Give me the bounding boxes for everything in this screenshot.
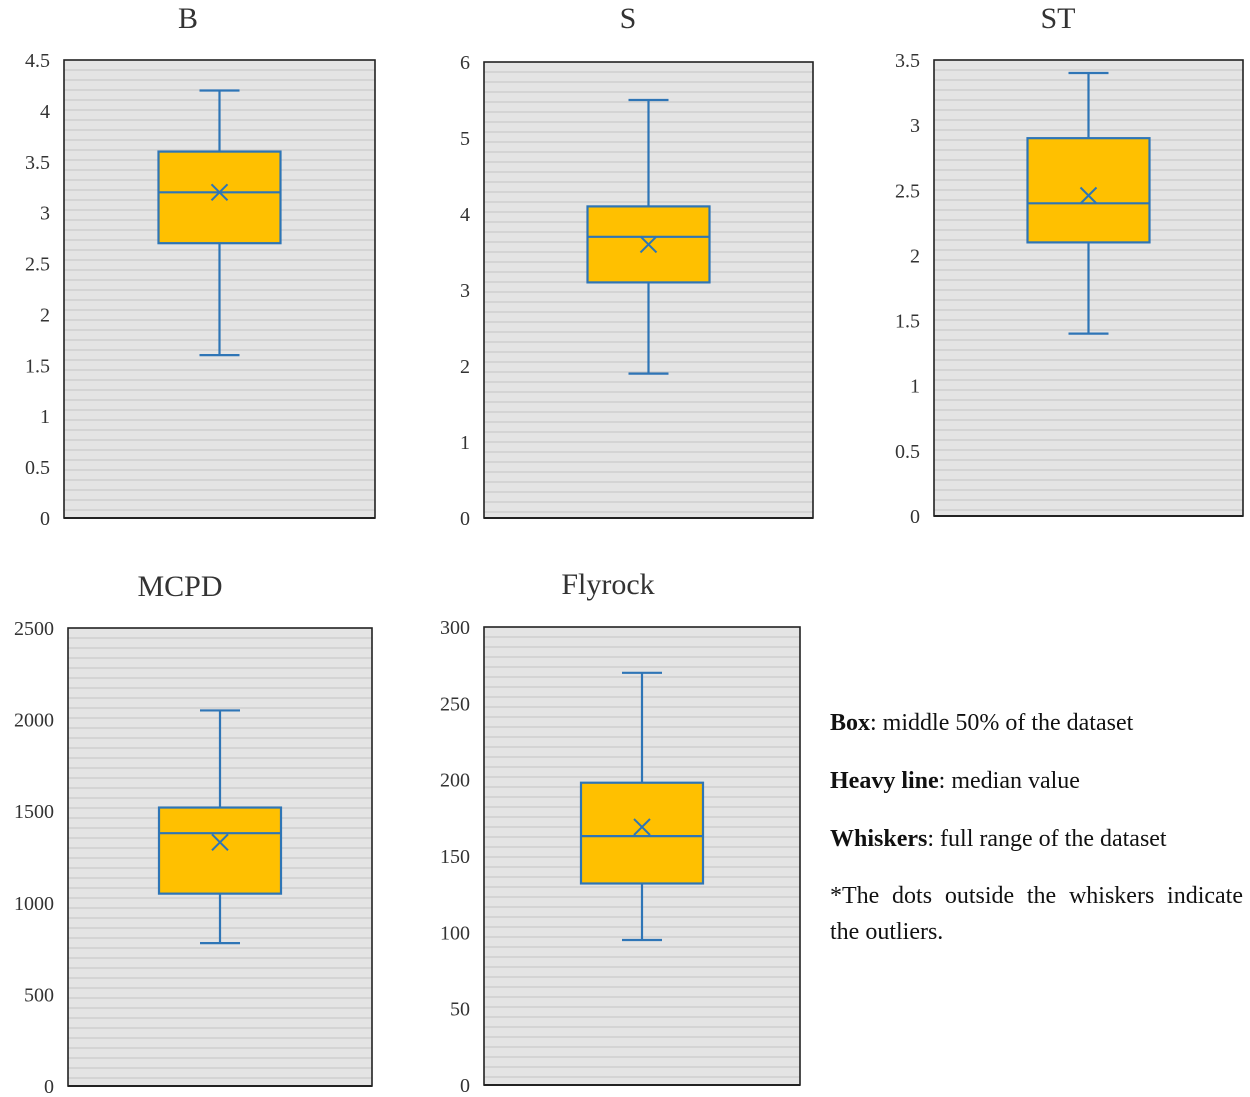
y-tick-label-mcpd: 1000 (14, 893, 54, 915)
y-tick-label-s: 6 (460, 52, 470, 74)
mean-marker-mcpd (211, 833, 229, 852)
y-tick-label-mcpd: 2500 (14, 618, 54, 640)
chart-title-flyrock: Flyrock (561, 568, 654, 601)
chart-b: B 0 0.5 1 1.5 2 2.5 3 3.5 4 4.5 (25, 2, 376, 530)
legend-median-text: : median value (938, 768, 1080, 794)
iqr-box-b (157, 150, 282, 245)
y-tick-label-b: 2 (40, 304, 50, 326)
legend-median-term: Heavy line (830, 768, 939, 794)
y-tick-label-st: 1 (910, 376, 920, 398)
mean-marker-stroke (639, 235, 658, 254)
mean-marker-stroke (1079, 186, 1098, 205)
y-tick-label-b: 0 (40, 508, 50, 530)
chart-s: S 0 1 2 3 4 5 6 (460, 2, 814, 530)
y-tick-label-b: 0.5 (25, 457, 50, 479)
mean-marker-st (1079, 186, 1098, 205)
y-tick-label-flyrock: 100 (440, 922, 470, 944)
y-tick-label-b: 4 (40, 101, 50, 123)
iqr-box-st (1026, 137, 1151, 244)
y-tick-label-b: 4.5 (25, 50, 50, 72)
y-tick-label-st: 2 (910, 245, 920, 267)
y-tick-label-st: 1.5 (895, 311, 920, 333)
chart-mcpd: MCPD 0 500 1000 1500 2000 2500 (14, 570, 373, 1097)
y-tick-label-s: 0 (460, 508, 470, 530)
iqr-box-flyrock (579, 781, 705, 885)
y-tick-label-flyrock: 200 (440, 770, 470, 792)
legend-whiskers-term: Whiskers (830, 826, 928, 852)
y-tick-label-b: 1 (40, 406, 50, 428)
mean-marker-stroke (211, 833, 229, 852)
legend-box-term: Box (830, 710, 871, 736)
chart-title-mcpd: MCPD (137, 570, 222, 603)
chart-title-st: ST (1040, 2, 1075, 35)
legend-median-row: Heavy line: median value (830, 768, 1243, 795)
iqr-box-mcpd (157, 806, 283, 895)
legend-outlier-note: *The dots outside the whiskers indicate … (830, 883, 1243, 945)
y-tick-label-flyrock: 250 (440, 693, 470, 715)
chart-flyrock: Flyrock 0 50 100 150 200 250 300 (440, 568, 801, 1097)
legend: Box: middle 50% of the dataset Heavy lin… (830, 710, 1243, 950)
y-tick-label-mcpd: 2000 (14, 710, 54, 732)
legend-box-row: Box: middle 50% of the dataset (830, 710, 1243, 737)
chart-title-b: B (178, 2, 198, 35)
chart-st: ST 0 0.5 1 1.5 2 2.5 3 3.5 (895, 2, 1244, 528)
y-tick-label-b: 3.5 (25, 152, 50, 174)
y-tick-label-flyrock: 300 (440, 617, 470, 639)
y-tick-label-s: 2 (460, 356, 470, 378)
mean-marker-stroke (633, 818, 651, 836)
y-tick-label-st: 3.5 (895, 50, 920, 72)
y-tick-label-s: 4 (460, 204, 470, 226)
chart-title-s: S (620, 2, 637, 35)
y-tick-label-b: 2.5 (25, 254, 50, 276)
y-tick-label-b: 1.5 (25, 355, 50, 377)
y-tick-label-st: 3 (910, 115, 920, 137)
y-tick-label-st: 0 (910, 506, 920, 528)
mean-marker-s (639, 235, 658, 254)
y-tick-label-s: 3 (460, 280, 470, 302)
y-tick-label-s: 1 (460, 432, 470, 454)
mean-marker-b (210, 183, 229, 202)
y-tick-label-s: 5 (460, 128, 470, 150)
legend-whiskers-row: Whiskers: full range of the dataset (830, 826, 1243, 853)
y-tick-label-flyrock: 0 (460, 1075, 470, 1097)
y-tick-label-st: 0.5 (895, 441, 920, 463)
y-tick-label-mcpd: 1500 (14, 801, 54, 823)
y-tick-label-flyrock: 150 (440, 846, 470, 868)
mean-marker-flyrock (633, 818, 651, 836)
y-tick-label-flyrock: 50 (450, 999, 470, 1021)
y-tick-label-st: 2.5 (895, 180, 920, 202)
y-tick-label-mcpd: 500 (24, 984, 54, 1006)
y-tick-label-b: 3 (40, 203, 50, 225)
legend-whiskers-text: : full range of the dataset (927, 826, 1167, 852)
legend-box-text: : middle 50% of the dataset (870, 710, 1134, 736)
mean-marker-stroke (210, 183, 229, 202)
y-tick-label-mcpd: 0 (44, 1076, 54, 1097)
